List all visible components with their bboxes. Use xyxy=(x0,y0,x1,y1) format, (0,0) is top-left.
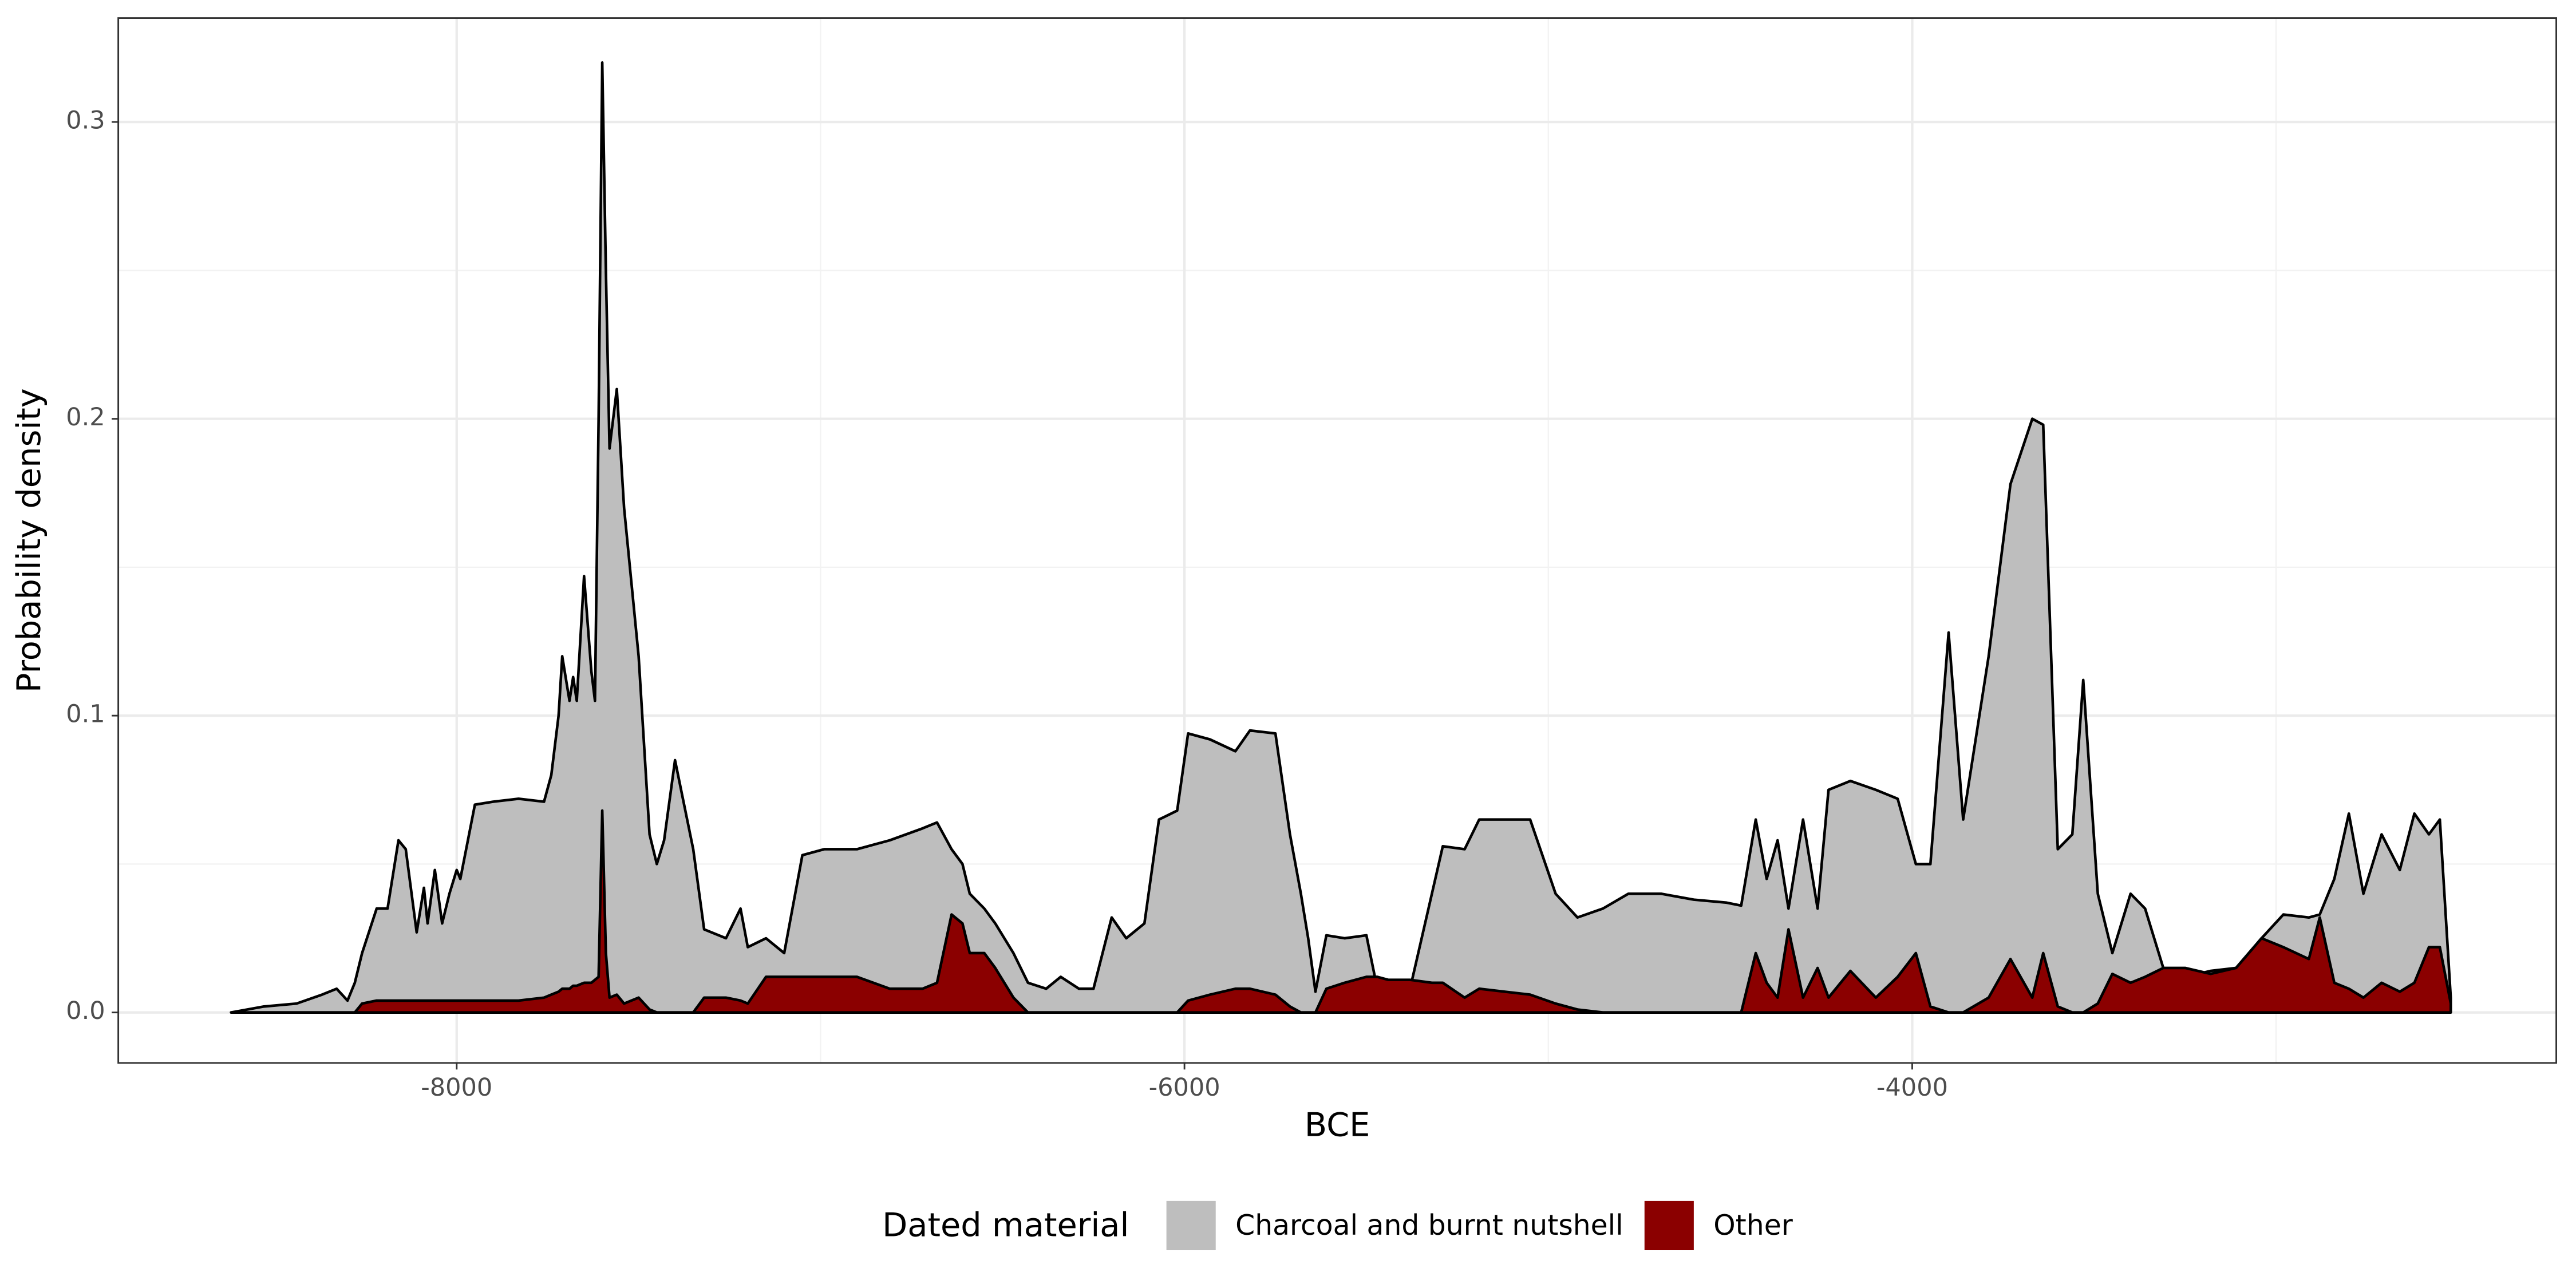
y-axis-title: Probability density xyxy=(10,388,48,693)
legend-key xyxy=(1644,1200,1694,1250)
legend-title: Dated material xyxy=(882,1206,1129,1244)
y-tick-label: 0.2 xyxy=(66,403,105,432)
legend-label: Other xyxy=(1713,1209,1793,1242)
legend-label: Charcoal and burnt nutshell xyxy=(1235,1209,1623,1242)
legend: Dated material Charcoal and burnt nutshe… xyxy=(882,1200,1793,1250)
x-tick-label: -6000 xyxy=(1149,1073,1220,1102)
x-tick-label: -4000 xyxy=(1876,1073,1948,1102)
y-tick-label: 0.1 xyxy=(66,700,105,729)
y-tick-label: 0.3 xyxy=(66,106,105,135)
legend-key xyxy=(1166,1200,1216,1250)
area xyxy=(230,61,2452,1014)
x-axis-title: BCE xyxy=(1305,1105,1370,1144)
area xyxy=(230,809,2452,1014)
panel-border xyxy=(117,17,2557,1064)
y-tick-label: 0.0 xyxy=(66,997,105,1025)
axes: -8000 -6000 -4000 0.0 0.1 0.2 0.3 xyxy=(66,106,1948,1103)
x-tick-label: -8000 xyxy=(421,1073,492,1102)
plot-area xyxy=(230,61,2452,1014)
